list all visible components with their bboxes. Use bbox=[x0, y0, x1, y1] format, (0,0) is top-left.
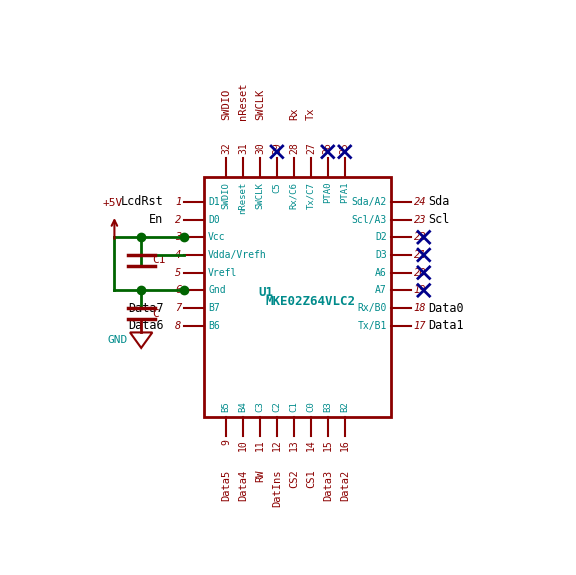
Text: C: C bbox=[152, 309, 159, 319]
Text: 12: 12 bbox=[272, 439, 282, 451]
Text: 1: 1 bbox=[175, 197, 181, 207]
Text: 22: 22 bbox=[414, 232, 426, 242]
Text: Scl/A3: Scl/A3 bbox=[351, 214, 386, 224]
Text: nReset: nReset bbox=[238, 182, 248, 214]
Text: Rx/C6: Rx/C6 bbox=[289, 182, 298, 209]
Text: Rx/B0: Rx/B0 bbox=[357, 303, 386, 313]
Text: D3: D3 bbox=[375, 250, 386, 260]
Text: 11: 11 bbox=[255, 439, 265, 451]
Text: Data2: Data2 bbox=[340, 470, 350, 501]
Text: PTA0: PTA0 bbox=[323, 182, 332, 204]
Text: 6: 6 bbox=[175, 285, 181, 296]
Text: DatIns: DatIns bbox=[272, 470, 282, 507]
Text: D1: D1 bbox=[208, 197, 220, 207]
Text: MKE02Z64VLC2: MKE02Z64VLC2 bbox=[266, 295, 356, 308]
Text: 32: 32 bbox=[221, 143, 231, 155]
Text: Tx/C7: Tx/C7 bbox=[306, 182, 315, 209]
Text: 30: 30 bbox=[255, 143, 265, 155]
Text: 17: 17 bbox=[414, 321, 426, 331]
Text: C1: C1 bbox=[289, 401, 298, 412]
Text: 27: 27 bbox=[306, 143, 316, 155]
Bar bbox=[204, 178, 391, 416]
Text: Tx/B1: Tx/B1 bbox=[357, 321, 386, 331]
Text: 18: 18 bbox=[414, 303, 426, 313]
Text: 4: 4 bbox=[175, 250, 181, 260]
Text: 7: 7 bbox=[175, 303, 181, 313]
Text: 9: 9 bbox=[221, 439, 231, 446]
Text: 15: 15 bbox=[323, 439, 333, 451]
Text: Data0: Data0 bbox=[428, 301, 464, 315]
Text: 10: 10 bbox=[238, 439, 248, 451]
Text: 8: 8 bbox=[175, 321, 181, 331]
Text: 2: 2 bbox=[175, 214, 181, 224]
Text: C5: C5 bbox=[272, 182, 282, 193]
Text: B2: B2 bbox=[340, 401, 349, 412]
Text: Scl: Scl bbox=[428, 213, 450, 226]
Text: 13: 13 bbox=[289, 439, 299, 451]
Text: RW: RW bbox=[255, 470, 265, 482]
Text: CS2: CS2 bbox=[289, 470, 299, 488]
Text: 20: 20 bbox=[414, 268, 426, 278]
Text: Vrefl: Vrefl bbox=[208, 268, 237, 278]
Text: C0: C0 bbox=[306, 401, 315, 412]
Text: 25: 25 bbox=[340, 143, 350, 155]
Text: A6: A6 bbox=[375, 268, 386, 278]
Text: B7: B7 bbox=[208, 303, 220, 313]
Text: CS1: CS1 bbox=[306, 470, 316, 488]
Text: 28: 28 bbox=[289, 143, 299, 155]
Text: +5V: +5V bbox=[102, 198, 122, 209]
Text: Sda/A2: Sda/A2 bbox=[351, 197, 386, 207]
Text: 24: 24 bbox=[414, 197, 426, 207]
Text: Rx: Rx bbox=[289, 108, 299, 120]
Text: 29: 29 bbox=[272, 143, 282, 155]
Text: 26: 26 bbox=[323, 143, 333, 155]
Text: Data5: Data5 bbox=[221, 470, 231, 501]
Text: C3: C3 bbox=[255, 401, 264, 412]
Text: SWCLK: SWCLK bbox=[255, 89, 265, 120]
Text: B6: B6 bbox=[208, 321, 220, 331]
Text: 3: 3 bbox=[175, 232, 181, 242]
Text: PTA1: PTA1 bbox=[340, 182, 349, 204]
Text: Sda: Sda bbox=[428, 196, 450, 208]
Text: 16: 16 bbox=[340, 439, 350, 451]
Text: C1: C1 bbox=[152, 255, 166, 266]
Text: 5: 5 bbox=[175, 268, 181, 278]
Text: 21: 21 bbox=[414, 250, 426, 260]
Text: 31: 31 bbox=[238, 143, 248, 155]
Text: nReset: nReset bbox=[238, 82, 248, 120]
Text: D0: D0 bbox=[208, 214, 220, 224]
Text: 19: 19 bbox=[414, 285, 426, 296]
Text: B3: B3 bbox=[323, 401, 332, 412]
Text: Data3: Data3 bbox=[323, 470, 333, 501]
Text: 14: 14 bbox=[306, 439, 316, 451]
Text: 23: 23 bbox=[414, 214, 426, 224]
Text: Data6: Data6 bbox=[128, 319, 164, 332]
Text: LcdRst: LcdRst bbox=[121, 196, 164, 208]
Text: SWCLK: SWCLK bbox=[255, 182, 264, 209]
Text: Tx: Tx bbox=[306, 108, 316, 120]
Text: D2: D2 bbox=[375, 232, 386, 242]
Text: En: En bbox=[149, 213, 164, 226]
Text: Data7: Data7 bbox=[128, 301, 164, 315]
Text: U1: U1 bbox=[259, 286, 274, 299]
Text: C2: C2 bbox=[272, 401, 282, 412]
Text: GND: GND bbox=[108, 335, 128, 345]
Text: A7: A7 bbox=[375, 285, 386, 296]
Text: Vdda/Vrefh: Vdda/Vrefh bbox=[208, 250, 267, 260]
Text: SWDIO: SWDIO bbox=[222, 182, 230, 209]
Text: B5: B5 bbox=[222, 401, 230, 412]
Text: Data4: Data4 bbox=[238, 470, 248, 501]
Text: Vcc: Vcc bbox=[208, 232, 226, 242]
Text: Data1: Data1 bbox=[428, 319, 464, 332]
Text: B4: B4 bbox=[238, 401, 248, 412]
Text: SWDIO: SWDIO bbox=[221, 89, 231, 120]
Text: Gnd: Gnd bbox=[208, 285, 226, 296]
